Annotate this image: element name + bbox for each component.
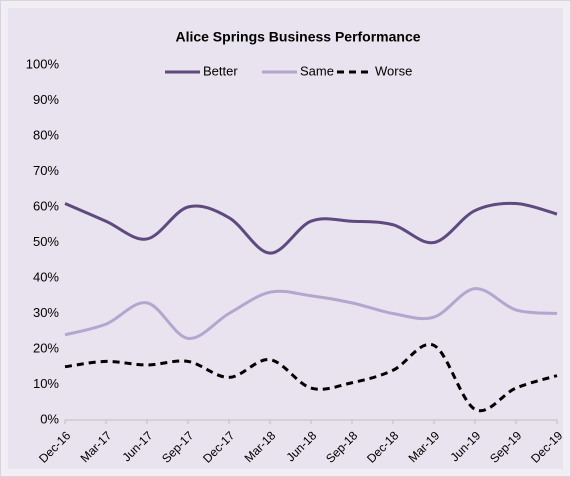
y-tick-label: 10% bbox=[33, 376, 59, 391]
y-tick-label: 100% bbox=[26, 56, 60, 71]
y-tick-label: 60% bbox=[33, 198, 59, 213]
y-tick-label: 0% bbox=[40, 411, 59, 426]
y-tick-label: 80% bbox=[33, 127, 59, 142]
series-line bbox=[64, 342, 558, 413]
y-tick-label: 70% bbox=[33, 163, 59, 178]
chart-title: Alice Springs Business Performance bbox=[175, 29, 420, 45]
legend-label: Better bbox=[203, 63, 238, 78]
series-line bbox=[64, 201, 558, 255]
legend-label: Same bbox=[300, 63, 334, 78]
series-line bbox=[64, 287, 558, 340]
chart-background bbox=[8, 8, 563, 469]
legend-label: Worse bbox=[375, 63, 412, 78]
y-tick-label: 50% bbox=[33, 234, 59, 249]
y-tick-label: 20% bbox=[33, 340, 59, 355]
y-tick-label: 40% bbox=[33, 269, 59, 284]
y-tick-label: 90% bbox=[33, 92, 59, 107]
y-tick-label: 30% bbox=[33, 305, 59, 320]
